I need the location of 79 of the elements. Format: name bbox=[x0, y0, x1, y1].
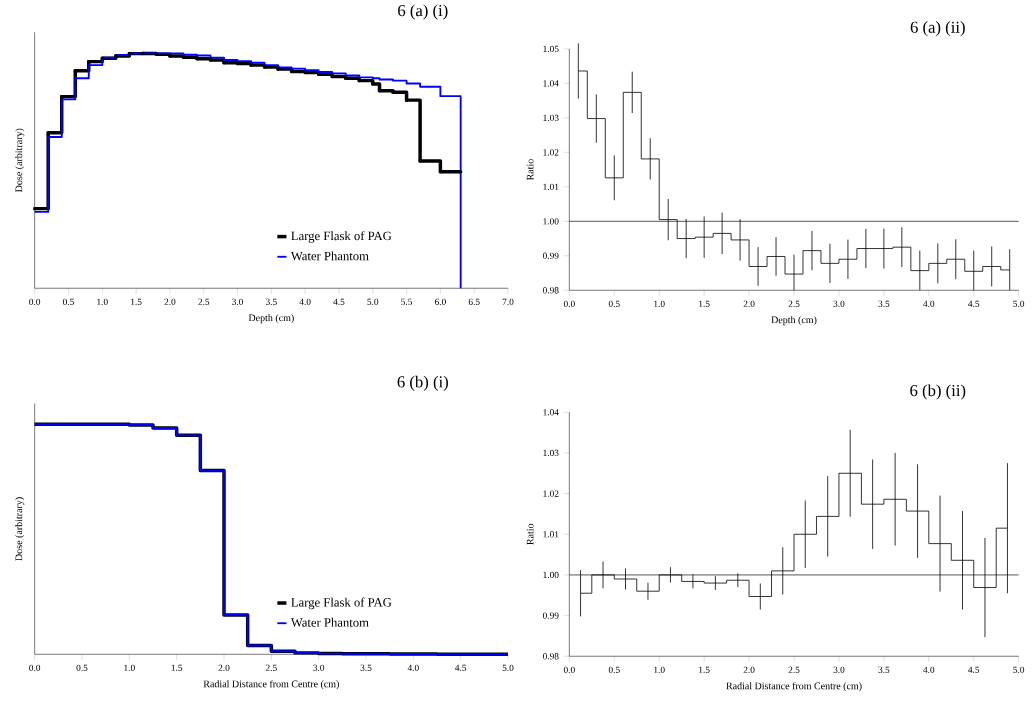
x-tick-label: 6.0 bbox=[434, 298, 446, 305]
x-tick-label: 3.5 bbox=[878, 300, 890, 307]
x-tick-label: 3.5 bbox=[360, 664, 372, 671]
x-tick-label: 0.5 bbox=[76, 664, 88, 671]
y-tick-label: 1.04 bbox=[543, 408, 559, 416]
legend-label: Water Phantom bbox=[290, 617, 369, 627]
x-tick-label: 2.0 bbox=[743, 666, 755, 673]
legend-label: Large Flask of PAG bbox=[291, 597, 392, 610]
x-tick-label: 2.5 bbox=[788, 666, 800, 673]
x-tick-label: 1.0 bbox=[654, 666, 665, 673]
x-tick-label: 3.0 bbox=[833, 300, 845, 307]
x-tick-label: 3.0 bbox=[313, 664, 325, 671]
x-axis-title: Depth (cm) bbox=[248, 314, 294, 324]
y-tick-label: 1.04 bbox=[543, 80, 559, 87]
y-tick-label: 0.98 bbox=[542, 652, 559, 660]
x-tick-label: 1.0 bbox=[654, 300, 665, 307]
y-tick-label: 1.03 bbox=[543, 114, 559, 121]
chart-title: 6 (a) (i) bbox=[398, 4, 448, 20]
x-tick-label: 2.5 bbox=[198, 298, 210, 305]
x-axis-title: Radial Distance from Centre (cm) bbox=[726, 682, 862, 692]
x-tick-label: 1.5 bbox=[699, 666, 710, 673]
x-tick-label: 1.0 bbox=[124, 664, 135, 671]
x-tick-label: 4.5 bbox=[455, 664, 467, 671]
x-tick-label: 4.0 bbox=[923, 666, 935, 673]
x-tick-label: 0.0 bbox=[563, 666, 575, 673]
x-tick-label: 4.5 bbox=[968, 300, 980, 307]
x-tick-label: 4.5 bbox=[333, 298, 345, 305]
x-tick-label: 6.5 bbox=[468, 298, 480, 305]
x-tick-label: 0.5 bbox=[608, 666, 620, 673]
x-tick-label: 2.0 bbox=[743, 300, 755, 307]
x-tick-label: 3.0 bbox=[232, 298, 243, 305]
legend-label: Large Flask of PAG bbox=[291, 231, 392, 243]
y-tick-label: 1.00 bbox=[543, 571, 559, 578]
x-tick-label: 2.0 bbox=[218, 664, 230, 671]
chart-title: 6 (a) (ii) bbox=[910, 20, 965, 37]
y-axis-title: Ratio bbox=[526, 159, 534, 181]
y-axis-title: Dose (arbitrary) bbox=[15, 497, 25, 561]
y-tick-label: 1.03 bbox=[543, 449, 559, 456]
x-tick-label: 1.5 bbox=[171, 664, 183, 671]
x-tick-label: 5.0 bbox=[1013, 300, 1025, 307]
chart-title: 6 (b) (i) bbox=[397, 375, 448, 391]
x-tick-label: 2.5 bbox=[265, 664, 277, 671]
x-tick-label: 3.5 bbox=[878, 666, 890, 673]
x-tick-label: 7.0 bbox=[502, 298, 514, 305]
x-tick-label: 5.5 bbox=[401, 298, 413, 305]
y-axis-title: Dose (arbitrary) bbox=[15, 128, 25, 192]
x-tick-label: 1.0 bbox=[97, 298, 108, 305]
y-tick-label: 0.99 bbox=[542, 612, 559, 619]
x-axis-title: Radial Distance from Centre (cm) bbox=[203, 680, 339, 690]
x-tick-label: 3.0 bbox=[833, 666, 845, 673]
x-tick-label: 4.5 bbox=[968, 666, 980, 673]
y-tick-label: 1.02 bbox=[543, 149, 559, 156]
x-tick-label: 2.0 bbox=[164, 298, 176, 305]
y-tick-label: 0.98 bbox=[542, 286, 559, 294]
x-tick-label: 5.0 bbox=[1013, 666, 1025, 673]
x-tick-label: 3.5 bbox=[265, 298, 277, 305]
x-tick-label: 4.0 bbox=[923, 300, 935, 307]
y-axis-title: Ratio bbox=[526, 523, 534, 545]
x-tick-label: 0.0 bbox=[563, 300, 575, 307]
x-tick-label: 4.0 bbox=[299, 298, 311, 305]
y-tick-label: 1.00 bbox=[543, 218, 559, 225]
x-tick-label: 0.5 bbox=[608, 300, 620, 307]
x-tick-label: 2.5 bbox=[788, 300, 800, 307]
x-tick-label: 4.0 bbox=[407, 664, 419, 671]
chart-title: 6 (b) (ii) bbox=[910, 384, 966, 400]
x-tick-label: 1.5 bbox=[699, 300, 710, 307]
y-tick-label: 0.99 bbox=[542, 252, 559, 259]
legend-label: Water Phantom bbox=[290, 251, 369, 261]
x-tick-label: 0.5 bbox=[63, 298, 74, 305]
x-tick-label: 5.0 bbox=[502, 664, 514, 671]
y-tick-label: 1.05 bbox=[543, 45, 559, 52]
x-axis-title: Depth (cm) bbox=[771, 316, 817, 326]
x-tick-label: 1.5 bbox=[131, 298, 142, 305]
y-tick-label: 1.01 bbox=[543, 530, 559, 538]
x-tick-label: 5.0 bbox=[367, 298, 379, 305]
y-tick-label: 1.01 bbox=[543, 183, 559, 190]
y-tick-label: 1.02 bbox=[543, 490, 559, 497]
x-tick-label: 0.0 bbox=[29, 664, 41, 671]
x-tick-label: 0.0 bbox=[29, 298, 41, 305]
